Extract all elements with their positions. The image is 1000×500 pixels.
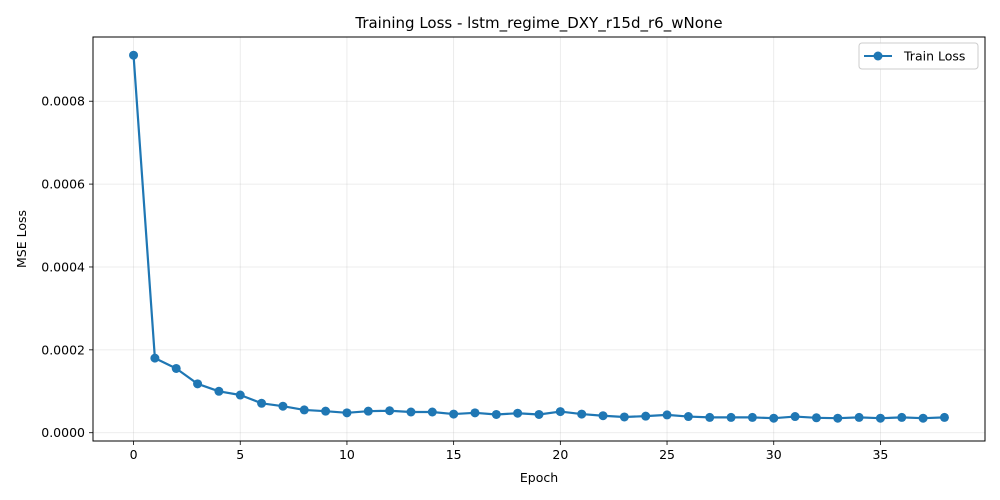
data-point: [406, 407, 416, 417]
x-tick-label: 30: [766, 447, 782, 462]
data-point: [321, 406, 331, 416]
legend-marker-swatch: [873, 51, 883, 61]
data-point: [513, 408, 523, 418]
data-point: [790, 412, 800, 422]
data-point: [577, 409, 587, 419]
data-point: [939, 412, 949, 422]
data-point: [598, 411, 608, 421]
data-point: [150, 353, 160, 363]
legend-box: [858, 42, 979, 70]
data-point: [747, 412, 757, 422]
y-tick-label: 0.0008: [41, 94, 85, 109]
data-point: [193, 379, 203, 389]
y-tick-label: 0.0000: [41, 425, 85, 440]
data-point: [470, 408, 480, 418]
x-tick-label: 15: [446, 447, 462, 462]
data-point: [854, 412, 864, 422]
data-point: [662, 410, 672, 420]
data-point: [385, 406, 395, 416]
plot-area-frame: [92, 36, 986, 442]
grid-lines: [93, 37, 985, 441]
data-point: [449, 409, 459, 419]
data-point: [257, 398, 267, 408]
y-tick-label: 0.0004: [41, 259, 85, 274]
series-layer: [129, 50, 949, 423]
data-point: [875, 413, 885, 423]
data-point: [769, 413, 779, 423]
data-point: [342, 408, 352, 418]
data-point: [897, 412, 907, 422]
data-point: [278, 401, 288, 411]
data-point: [235, 390, 245, 400]
legend-label-train-loss: Train Loss: [903, 49, 965, 64]
x-tick-label: 5: [236, 447, 244, 462]
y-tick-label: 0.0002: [41, 342, 85, 357]
x-tick-label: 20: [552, 447, 568, 462]
axis-ticks: 0 5 10 15 20 25 30 35 0.0000 0.0002 0.0004 0.0006 0.…: [41, 94, 888, 462]
x-tick-label: 25: [659, 447, 675, 462]
x-tick-label: 10: [339, 447, 355, 462]
x-tick-label: 0: [130, 447, 138, 462]
data-point: [129, 50, 139, 60]
data-point: [214, 386, 224, 396]
data-point: [641, 411, 651, 421]
legend: Train Loss: [858, 42, 979, 70]
data-point: [491, 409, 501, 419]
data-point: [171, 363, 181, 373]
data-point: [683, 412, 693, 422]
data-point: [427, 407, 437, 417]
data-point: [705, 412, 715, 422]
data-point: [555, 407, 565, 417]
y-tick-label: 0.0006: [41, 177, 85, 192]
y-axis-title: MSE Loss: [14, 210, 29, 268]
x-tick-label: 35: [872, 447, 888, 462]
data-point: [726, 412, 736, 422]
data-point: [811, 413, 821, 423]
data-point: [918, 413, 928, 423]
chart-title: Training Loss - lstm_regime_DXY_r15d_r6_…: [354, 14, 722, 33]
data-point: [619, 412, 629, 422]
x-axis-title: Epoch: [520, 470, 558, 485]
data-point: [299, 405, 309, 415]
data-point: [534, 409, 544, 419]
data-point: [833, 413, 843, 423]
data-point: [363, 406, 373, 416]
